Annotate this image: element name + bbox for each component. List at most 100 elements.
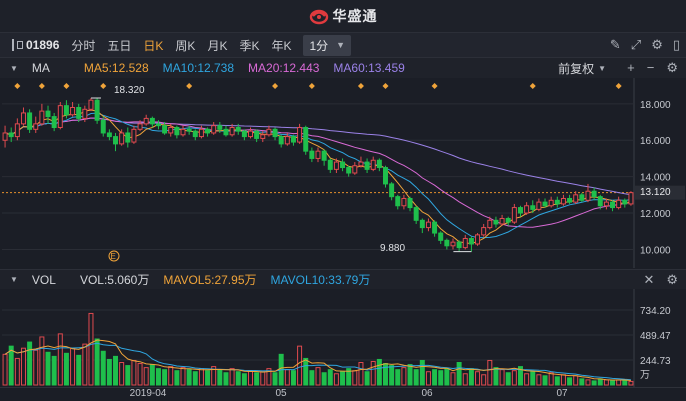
volume-bar <box>517 366 523 386</box>
candle-body <box>106 132 112 138</box>
candle-body <box>162 125 168 134</box>
volume-bar <box>567 377 573 386</box>
event-diamond-icon <box>186 83 193 89</box>
candle-body <box>597 196 603 207</box>
interval-select[interactable]: 1分 ▼ <box>303 34 352 56</box>
event-diamond-icon <box>615 83 622 89</box>
candle-body <box>352 165 358 174</box>
candle-body <box>425 221 431 229</box>
ma10-line <box>4 112 631 239</box>
volume-chart[interactable]: 734.20 489.47 244.73 <box>0 289 686 387</box>
volume-bar <box>554 376 560 386</box>
ma-indicator-bar: ▼ MA MA5:12.528 MA10:12.738 MA20:12.443 … <box>0 58 686 78</box>
candle-body <box>616 199 622 209</box>
vol-label[interactable]: VOL <box>31 272 56 287</box>
candle-body <box>155 123 161 127</box>
collapse-icon[interactable]: ▼ <box>10 275 18 284</box>
candle-body <box>174 127 180 136</box>
candle-body <box>536 201 542 210</box>
candle-body <box>125 132 131 143</box>
volume-bar <box>370 360 376 386</box>
volume-bar <box>254 372 260 386</box>
volume-bar <box>610 379 616 386</box>
candle-body <box>511 207 517 223</box>
candle-body <box>272 128 278 138</box>
ma-label[interactable]: MA <box>31 61 50 75</box>
candle-body <box>579 194 585 201</box>
candle-body <box>493 219 499 225</box>
candle-body <box>401 197 407 207</box>
volume-bar <box>524 373 530 386</box>
volume-bar <box>143 367 149 386</box>
tab-weekly-k[interactable]: 周K <box>175 38 196 53</box>
adjust-select[interactable]: 前复权 ▼ <box>558 60 606 77</box>
volume-bar <box>125 365 131 386</box>
tab-intraday[interactable]: 分时 <box>71 38 96 53</box>
candle-body <box>180 128 186 136</box>
collapse-icon[interactable]: ▼ <box>10 63 18 73</box>
event-diamond-icon <box>529 83 536 89</box>
candle-body <box>567 197 573 203</box>
close-icon[interactable]: ✕ <box>643 271 655 287</box>
volume-bar <box>88 312 94 386</box>
candle-body <box>27 112 33 130</box>
candle-body <box>297 127 303 143</box>
volume-bar <box>119 362 125 386</box>
settings-icon[interactable]: ⚙ <box>666 271 678 287</box>
fullscreen-icon[interactable]: ⤢ <box>630 37 642 52</box>
toolbar: 01896 分时 五日 日K 周K 月K 季K 年K 1分 ▼ ✎ ⤢ ⚙ ▯ <box>0 32 686 58</box>
candle-body <box>438 232 444 241</box>
tab-yearly-k[interactable]: 年K <box>271 38 292 53</box>
candle-body <box>444 239 450 247</box>
sidebar-icon[interactable]: ▯ <box>672 37 680 52</box>
tab-five-day[interactable]: 五日 <box>107 38 132 53</box>
ma10-value: MA10:12.738 <box>162 61 235 75</box>
title-bar: 华盛通 <box>0 0 686 32</box>
pen-icon[interactable]: ✎ <box>609 37 621 52</box>
event-diamond-icon <box>272 83 279 89</box>
event-marker-icon <box>108 250 120 262</box>
mavol5-value: MAVOL5:27.95万 <box>163 273 257 287</box>
candle-body <box>217 125 223 130</box>
minus-icon[interactable]: − <box>646 60 655 75</box>
candle-body <box>198 128 204 138</box>
ma5-value: MA5:12.528 <box>83 61 149 75</box>
volume-bar <box>425 371 431 386</box>
volume-bar <box>376 358 382 386</box>
volume-bar <box>468 368 474 386</box>
candle-body <box>51 116 57 128</box>
volume-bar <box>223 372 229 386</box>
date-axis: 2019-04 05 06 07 <box>0 387 686 401</box>
volume-bar <box>229 368 235 386</box>
volume-bar <box>401 367 407 386</box>
volume-bar <box>217 369 223 386</box>
price-tick-label: 14.000 <box>640 173 671 184</box>
candle-body <box>560 197 566 205</box>
candle-body <box>487 219 493 229</box>
tab-quarterly-k[interactable]: 季K <box>239 38 260 53</box>
settings-icon[interactable]: ⚙ <box>666 60 678 75</box>
sidebar-toggle-icon[interactable] <box>12 39 23 51</box>
candle-body <box>524 205 530 214</box>
tab-monthly-k[interactable]: 月K <box>207 38 228 53</box>
candle-body <box>260 134 266 139</box>
volume-tick-label: 734.20 <box>640 306 671 317</box>
mavol10-value: MAVOL10:33.79万 <box>270 273 371 287</box>
candle-body <box>499 218 505 225</box>
price-chart[interactable]: 18.000 16.000 14.000 12.000 10.000 13.120 18… <box>0 78 686 268</box>
volume-bar <box>395 369 401 386</box>
volume-bar <box>358 362 364 386</box>
candle-body <box>413 207 419 221</box>
candle-body <box>333 161 339 170</box>
candle-body <box>211 125 217 134</box>
candle-body <box>45 110 51 118</box>
candle-body <box>475 234 481 245</box>
candle-body <box>364 161 370 170</box>
candle-body <box>278 136 284 145</box>
high-annotation: 18.320 <box>114 85 145 96</box>
tab-daily-k[interactable]: 日K <box>143 38 164 53</box>
settings-icon[interactable]: ⚙ <box>651 37 663 52</box>
add-icon[interactable]: + <box>627 60 635 75</box>
candle-body <box>229 127 235 136</box>
volume-unit: 万 <box>640 370 650 381</box>
